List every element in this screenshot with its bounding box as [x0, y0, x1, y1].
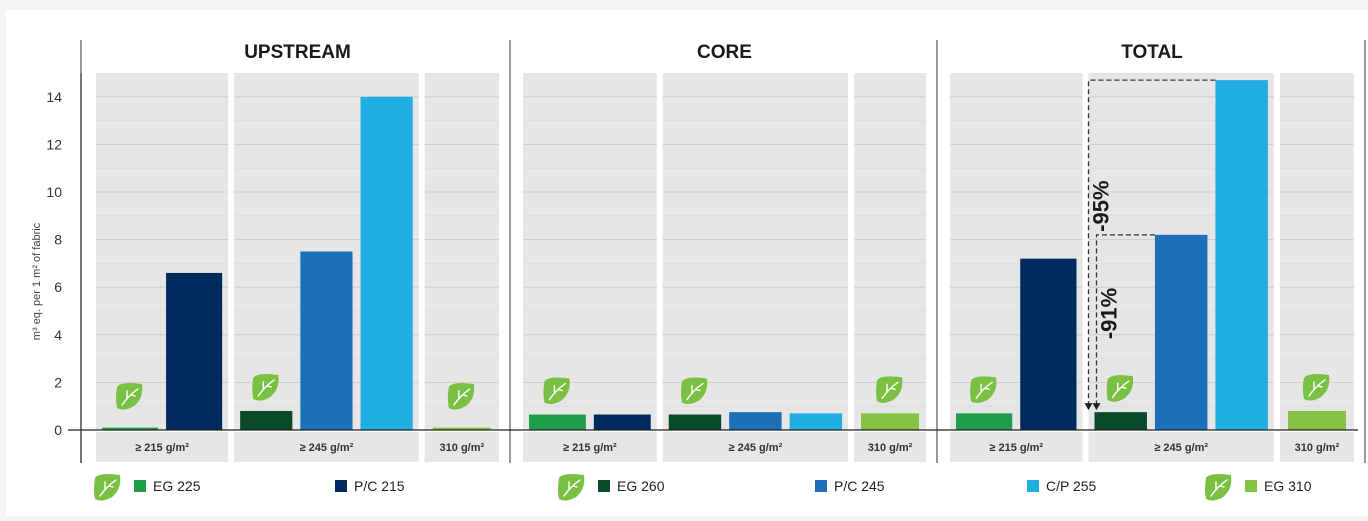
bar-c-p-255	[360, 96, 413, 431]
group-label-bg	[1088, 432, 1274, 462]
eco-leaf-icon	[680, 377, 708, 405]
leaf-vein	[548, 382, 567, 401]
group-label: ≥ 215 g/m²	[135, 442, 189, 454]
y-tick-label: 2	[54, 374, 62, 390]
bar-eg-225	[529, 414, 586, 430]
group-label: ≥ 215 g/m²	[989, 442, 1043, 454]
legend-swatch	[335, 480, 347, 492]
group-label: 310 g/m²	[868, 442, 913, 454]
bar-p-c-245	[300, 251, 353, 430]
group-label-bg	[1279, 432, 1354, 462]
bar-eg-310	[432, 427, 491, 430]
reduction-arrow-head	[1092, 403, 1101, 411]
bar-eg-310	[1287, 410, 1346, 430]
legend-eco-leaf-icon	[558, 474, 585, 501]
bar-p-c-215	[1020, 258, 1077, 430]
bar-eg-225	[102, 427, 159, 430]
eco-leaf-icon	[876, 376, 903, 403]
legend-label: P/C 245	[834, 478, 885, 494]
y-tick-label: 4	[54, 327, 62, 343]
leaf-vein	[563, 479, 581, 497]
section-title: CORE	[697, 42, 752, 63]
y-tick-label: 12	[46, 136, 62, 152]
legend-label: EG 225	[153, 478, 201, 494]
eco-leaf-icon	[543, 377, 570, 405]
bar-p-c-245	[1154, 234, 1208, 430]
y-tick-label: 10	[46, 184, 62, 200]
legend-label: C/P 255	[1046, 478, 1097, 494]
leaf-vein	[453, 388, 471, 406]
y-tick-label: 8	[54, 232, 62, 248]
group-label-bg	[96, 432, 229, 462]
legend-label: EG 260	[617, 478, 665, 494]
legend-swatch	[134, 480, 146, 492]
bar-eg-260	[240, 410, 293, 430]
reduction-annotation: -91%	[1096, 288, 1121, 339]
group-label-bg	[662, 432, 849, 462]
group-label: ≥ 245 g/m²	[1154, 442, 1208, 454]
group-label: ≥ 245 g/m²	[300, 442, 354, 454]
leaf-vein	[686, 382, 704, 401]
legend-swatch	[598, 480, 610, 492]
bar-eg-310	[861, 413, 920, 430]
eco-leaf-icon	[1106, 375, 1134, 402]
leaf-vein	[121, 388, 139, 406]
eco-leaf-icon	[116, 383, 143, 410]
legend-label: P/C 215	[354, 478, 405, 494]
bar-p-c-215	[166, 272, 223, 430]
leaf-vein	[257, 379, 275, 397]
group-panel	[662, 73, 849, 430]
reduction-arrow-line	[1095, 234, 1155, 405]
leaf-vein	[975, 381, 993, 400]
section-title: UPSTREAM	[244, 42, 351, 63]
reduction-annotation: -95%	[1088, 180, 1113, 231]
group-label-bg	[854, 432, 926, 462]
bar-p-c-215	[593, 414, 651, 430]
leaf-vein	[881, 381, 899, 400]
eco-leaf-icon	[447, 383, 475, 410]
leaf-vein	[1112, 380, 1130, 398]
y-tick-label: 14	[46, 89, 62, 105]
eco-leaf-icon	[970, 376, 997, 403]
legend-swatch	[815, 480, 827, 492]
group-label-bg	[234, 432, 419, 462]
y-tick-label: 6	[54, 279, 62, 295]
bar-eg-225	[956, 413, 1013, 430]
section-title: TOTAL	[1121, 42, 1183, 63]
reduction-arrow-line	[1087, 79, 1216, 405]
eco-leaf-icon	[1302, 373, 1330, 401]
group-label-bg	[424, 432, 499, 462]
y-tick-label: 0	[54, 422, 62, 438]
bar-p-c-245	[729, 412, 782, 430]
group-panel	[1279, 73, 1354, 430]
y-axis-title: m³ eq. per 1 m² of fabric	[31, 222, 43, 340]
leaf-vein	[99, 479, 117, 497]
legend-eco-leaf-icon	[1205, 474, 1232, 501]
bar-eg-260	[668, 414, 722, 430]
group-label: 310 g/m²	[440, 442, 485, 454]
group-panel	[523, 73, 657, 430]
bar-eg-260	[1094, 412, 1147, 430]
group-label-bg	[950, 432, 1083, 462]
group-label: 310 g/m²	[1295, 442, 1340, 454]
leaf-vein	[1308, 379, 1326, 397]
group-label: ≥ 245 g/m²	[729, 442, 783, 454]
group-panel	[424, 73, 499, 430]
bar-c-p-255	[789, 413, 843, 430]
reduction-arrow-head	[1084, 403, 1093, 411]
group-label-bg	[523, 432, 657, 462]
legend-label: EG 310	[1264, 478, 1312, 494]
legend-eco-leaf-icon	[94, 474, 121, 501]
eco-leaf-icon	[252, 373, 279, 401]
group-label: ≥ 215 g/m²	[563, 442, 617, 454]
bar-c-p-255	[1215, 80, 1268, 430]
group-panel	[854, 73, 926, 430]
legend-swatch	[1245, 480, 1257, 492]
leaf-vein	[1210, 479, 1228, 497]
legend-swatch	[1027, 480, 1039, 492]
